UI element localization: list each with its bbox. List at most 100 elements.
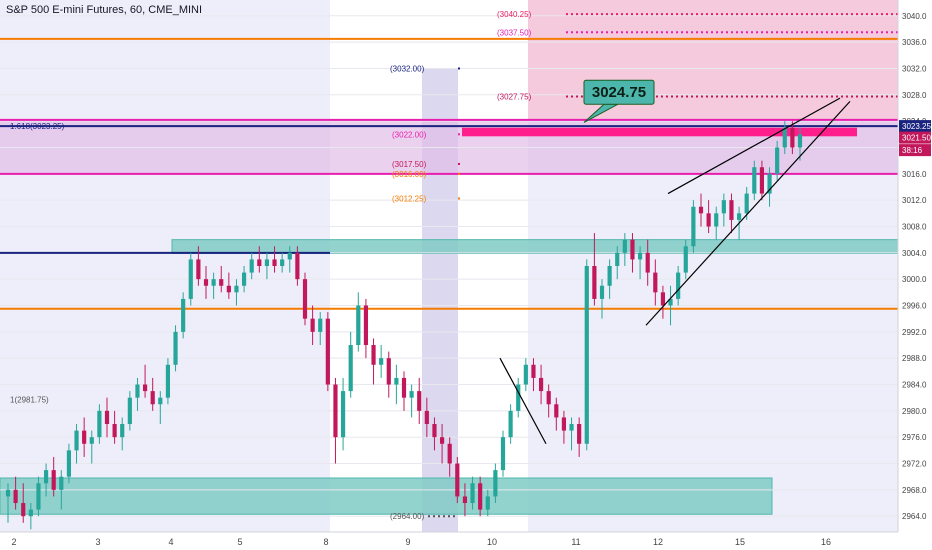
y-tick-label: 3004.0 [902, 249, 927, 258]
y-tick-label: 3000.0 [902, 275, 927, 284]
candle-body [409, 391, 414, 398]
y-tick-label: 3032.0 [902, 64, 927, 73]
candle-body [462, 496, 468, 504]
candle-body [219, 279, 224, 286]
candle-body [531, 364, 536, 378]
candle-body [249, 259, 254, 273]
candle-body [21, 503, 26, 517]
x-tick-label: 8 [323, 537, 328, 547]
zone-demand-low [0, 477, 773, 515]
candle-body [500, 437, 506, 471]
candle-body [424, 410, 429, 425]
zone-demand-mid [171, 239, 899, 254]
candle-body [51, 470, 56, 490]
candle-body [325, 318, 330, 385]
y-tick-label: 2980.0 [902, 407, 927, 416]
candle-body [767, 173, 772, 194]
candle-body [447, 443, 452, 464]
candle-body [74, 430, 79, 451]
callout-label: 3024.75 [592, 84, 646, 101]
candle-body [340, 391, 346, 438]
candle-body [386, 358, 391, 385]
candle-body [516, 384, 521, 411]
candle-body [59, 476, 64, 490]
fib-label: (3022.00) [392, 130, 427, 139]
candle-body [356, 305, 361, 346]
y-tick-label: 2996.0 [902, 302, 927, 311]
fib-label: (3017.50) [392, 160, 427, 169]
candle-body [82, 430, 87, 444]
candle-body [43, 470, 49, 484]
price-tag-label: 38:16 [902, 146, 923, 155]
x-tick-label: 4 [168, 537, 173, 547]
candle-body [264, 259, 270, 266]
wedge-lower-line [645, 100, 851, 326]
x-tick-label: 10 [487, 537, 497, 547]
candle-body [607, 266, 612, 286]
fib-label: (3032.00) [390, 64, 425, 73]
candle-body [577, 424, 582, 444]
candle-body [744, 193, 749, 214]
candle-body [120, 424, 125, 438]
candle-body [630, 239, 635, 260]
x-tick-label: 16 [821, 537, 831, 547]
candle-body [706, 213, 711, 227]
candle-body [523, 364, 528, 385]
candle-body [599, 285, 605, 299]
price-axis[interactable] [898, 0, 932, 550]
candle-body [211, 279, 216, 286]
candle-body [150, 391, 155, 405]
y-tick-label: 3028.0 [902, 91, 927, 100]
y-tick-label: 2992.0 [902, 328, 927, 337]
candle-body [782, 127, 787, 148]
y-tick-label: 2972.0 [902, 460, 927, 469]
candle-body [790, 127, 795, 148]
candle-body [257, 259, 262, 266]
candle-body [714, 213, 719, 227]
fib-label: 1.618(3023.25) [10, 122, 65, 131]
y-tick-label: 3036.0 [902, 38, 927, 47]
candle-body [333, 384, 338, 438]
candle-body [234, 285, 239, 293]
candle-body [112, 424, 117, 438]
y-tick-label: 3012.0 [902, 196, 927, 205]
candle-body [546, 391, 551, 405]
y-tick-label: 2964.0 [902, 512, 927, 521]
candle-body [165, 364, 171, 398]
candle-body [379, 358, 384, 365]
candle-body [653, 272, 658, 293]
fib-label: (3027.75) [497, 92, 532, 101]
candle-body [104, 410, 110, 425]
time-axis[interactable] [0, 532, 932, 550]
candle-body [561, 417, 567, 431]
candle-body [538, 377, 544, 392]
candle-body [363, 305, 369, 346]
price-tag [899, 131, 931, 144]
candle-body [683, 246, 688, 273]
candle-body [287, 252, 292, 260]
fib-label: (3040.25) [497, 10, 532, 19]
y-tick-label: 2988.0 [902, 354, 927, 363]
candle-body [173, 331, 178, 365]
candle-body [615, 252, 620, 266]
candle-body [66, 450, 72, 477]
candle-body [127, 397, 132, 425]
candle-body [310, 318, 315, 332]
fib-label: (2964.00) [390, 512, 425, 521]
candle-body [348, 345, 353, 392]
x-tick-label: 12 [653, 537, 663, 547]
candle-body [668, 298, 673, 306]
candle-body [203, 279, 209, 286]
candle-body [28, 509, 33, 517]
y-tick-label: 3008.0 [902, 222, 927, 231]
x-tick-label: 9 [405, 537, 410, 547]
candle-body [508, 410, 513, 438]
candle-body [736, 213, 742, 220]
candle-body [721, 200, 726, 214]
candle-body [401, 377, 407, 398]
candle-body [775, 147, 780, 174]
candle-body [478, 483, 483, 510]
candle-body [188, 259, 193, 299]
candle-body [752, 167, 757, 194]
